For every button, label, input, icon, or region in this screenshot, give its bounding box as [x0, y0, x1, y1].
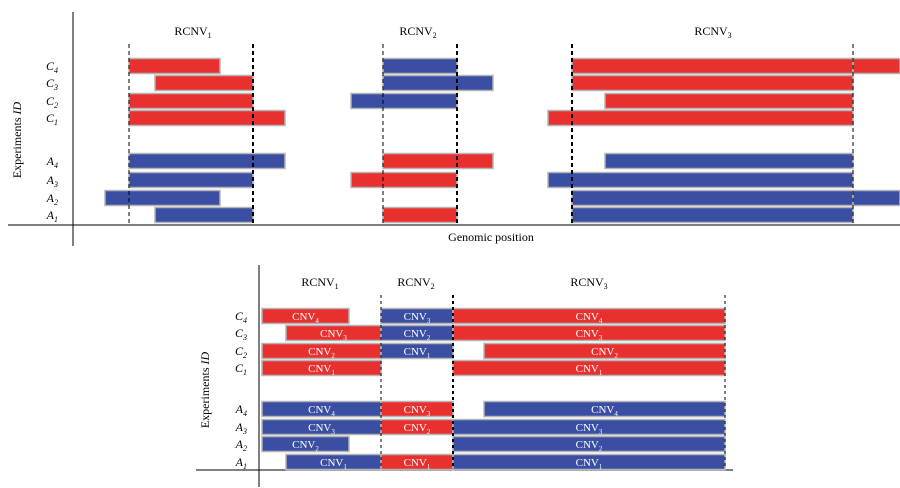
top-row-label-c4: C4 [46, 59, 58, 75]
top-row-label-c3: C3 [46, 76, 58, 92]
bottom-bar-label-a2-1: CNV2 [292, 439, 319, 453]
top-bar-a3-seg2 [350, 171, 458, 189]
top-bar-c1-seg1 [128, 109, 286, 127]
top-region-label-1: RCNV1 [174, 24, 211, 40]
bottom-bar-label-a1-2: CNV1 [404, 457, 431, 471]
top-bar-c4-seg1 [128, 57, 221, 75]
bottom-region-label-1: RCNV1 [301, 275, 338, 291]
top-bar-a2-seg1 [104, 189, 221, 207]
top-bar-a2-seg3 [852, 189, 900, 207]
bottom-y-axis-label: Experiments ID [198, 352, 212, 429]
top-bar-a3-seg3 [547, 171, 854, 189]
top-row-label-c2: C2 [46, 94, 58, 110]
top-row-label-a2: A2 [46, 191, 58, 207]
top-bar-c3-seg1 [154, 74, 254, 92]
bottom-region-label-3: RCNV3 [570, 275, 607, 291]
top-row-label-a3: A3 [46, 173, 58, 189]
bottom-bar-label-c2-3: CNV2 [591, 346, 618, 360]
bottom-bar-label-c3-1: CNV3 [320, 328, 347, 342]
top-bar-a4-seg2 [382, 152, 494, 170]
bottom-row-label-a3: A3 [235, 420, 247, 436]
top-bar-c2-seg1 [128, 92, 254, 110]
bottom-bar-label-a4-3: CNV4 [591, 404, 618, 418]
top-bar-c4-seg4 [852, 57, 900, 75]
bottom-bar-label-a4-2: CNV3 [404, 404, 431, 418]
bottom-bar-a2-seg2 [452, 435, 726, 453]
bottom-row-label-c2: C2 [235, 344, 247, 360]
bottom-bar-label-c1-1: CNV1 [308, 363, 335, 377]
top-bar-c1-seg2 [547, 109, 854, 127]
bottom-row-label-a1: A1 [235, 455, 247, 471]
top-bar-c3-seg2 [382, 74, 494, 92]
top-bar-a1-seg2 [382, 206, 458, 224]
bottom-row-label-c1: C1 [235, 361, 247, 377]
top-row-label-a4: A4 [46, 154, 58, 170]
top-x-axis-label: Genomic position [448, 230, 534, 244]
top-y-axis-label: Experiments ID [10, 102, 24, 179]
bottom-bar-label-a3-2: CNV2 [404, 422, 431, 436]
top-bars [104, 57, 900, 224]
top-row-label-a1: A1 [46, 208, 58, 224]
bottom-bar-label-c3-2: CNV2 [404, 328, 431, 342]
bottom-region-label-2: RCNV2 [397, 275, 434, 291]
top-bar-c4-seg3 [571, 57, 854, 75]
bottom-bar-label-a1-3: CNV1 [576, 457, 603, 471]
top-region-boundaries [128, 44, 854, 224]
top-bar-a3-seg1 [128, 171, 254, 189]
bottom-row-label-c4: C4 [235, 309, 247, 325]
bottom-bar-label-a3-3: CNV3 [576, 422, 603, 436]
bottom-row-label-c3: C3 [235, 326, 247, 342]
bottom-bar-c4-seg1 [261, 307, 350, 325]
bottom-row-label-a4: A4 [235, 402, 247, 418]
bottom-bar-label-c1-2: CNV1 [576, 363, 603, 377]
bottom-row-label-a2: A2 [235, 437, 247, 453]
bottom-bar-label-c4-3: CNV4 [576, 311, 603, 325]
bottom-bar-label-c3-3: CNV3 [576, 328, 603, 342]
top-bar-a1-seg3 [571, 206, 854, 224]
top-bar-c3-seg3 [571, 74, 854, 92]
top-bar-a1-seg1 [154, 206, 254, 224]
top-bar-c2-seg2 [350, 92, 458, 110]
top-bar-c4-seg2 [382, 57, 458, 75]
bottom-bar-a1-seg3 [452, 453, 726, 471]
bottom-bar-label-a1-1: CNV1 [320, 457, 347, 471]
bottom-bar-label-c2-1: CNV2 [308, 346, 335, 360]
top-bar-a4-seg3 [604, 152, 854, 170]
bottom-bar-label-a3-1: CNV3 [308, 422, 335, 436]
bottom-bar-label-c2-2: CNV1 [404, 346, 431, 360]
bottom-bar-label-c4-1: CNV4 [292, 311, 319, 325]
top-row-label-c1: C1 [46, 111, 58, 127]
top-region-label-2: RCNV2 [399, 24, 436, 40]
top-region-label-3: RCNV3 [694, 24, 731, 40]
top-bar-a2-seg2 [571, 189, 854, 207]
bottom-bar-label-a4-1: CNV4 [308, 404, 335, 418]
bottom-bar-a2-seg1 [261, 435, 350, 453]
top-bar-c2-seg3 [604, 92, 854, 110]
bottom-bar-label-c4-2: CNV3 [404, 311, 431, 325]
bottom-bar-label-a2-2: CNV2 [576, 439, 603, 453]
bottom-region-boundaries [380, 295, 726, 469]
top-bar-a4-seg1 [128, 152, 286, 170]
